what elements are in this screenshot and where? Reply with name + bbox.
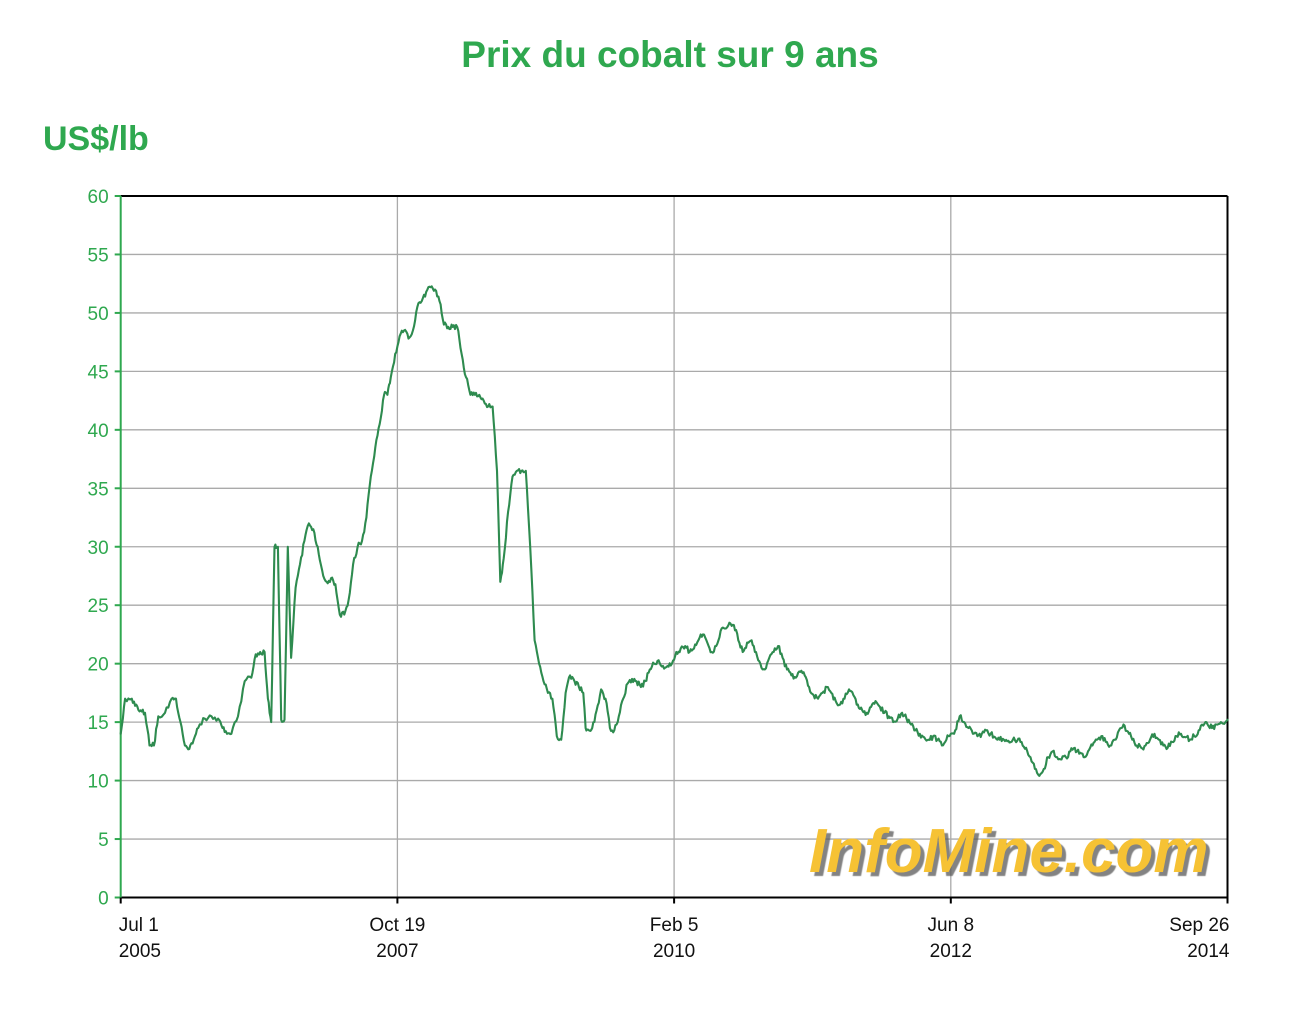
svg-text:Oct 19: Oct 19 [369,915,425,936]
svg-text:Sep 26: Sep 26 [1169,915,1229,936]
svg-text:35: 35 [88,479,109,500]
svg-text:20: 20 [88,655,109,676]
svg-text:2005: 2005 [119,941,161,962]
svg-text:Feb 5: Feb 5 [650,915,699,936]
svg-text:Jun 8: Jun 8 [928,915,974,936]
svg-text:2014: 2014 [1187,941,1230,962]
svg-text:60: 60 [88,187,109,208]
svg-text:15: 15 [88,713,109,734]
svg-text:25: 25 [88,596,109,617]
svg-text:2007: 2007 [376,941,418,962]
svg-text:50: 50 [88,304,109,325]
svg-text:0: 0 [98,889,109,910]
svg-text:30: 30 [88,538,109,559]
svg-text:Jul 1: Jul 1 [119,915,159,936]
svg-text:2012: 2012 [930,941,972,962]
svg-text:55: 55 [88,246,109,267]
svg-text:5: 5 [98,830,109,851]
svg-text:10: 10 [88,772,109,793]
svg-text:40: 40 [88,421,109,442]
svg-text:2010: 2010 [653,941,695,962]
svg-text:45: 45 [88,362,109,383]
